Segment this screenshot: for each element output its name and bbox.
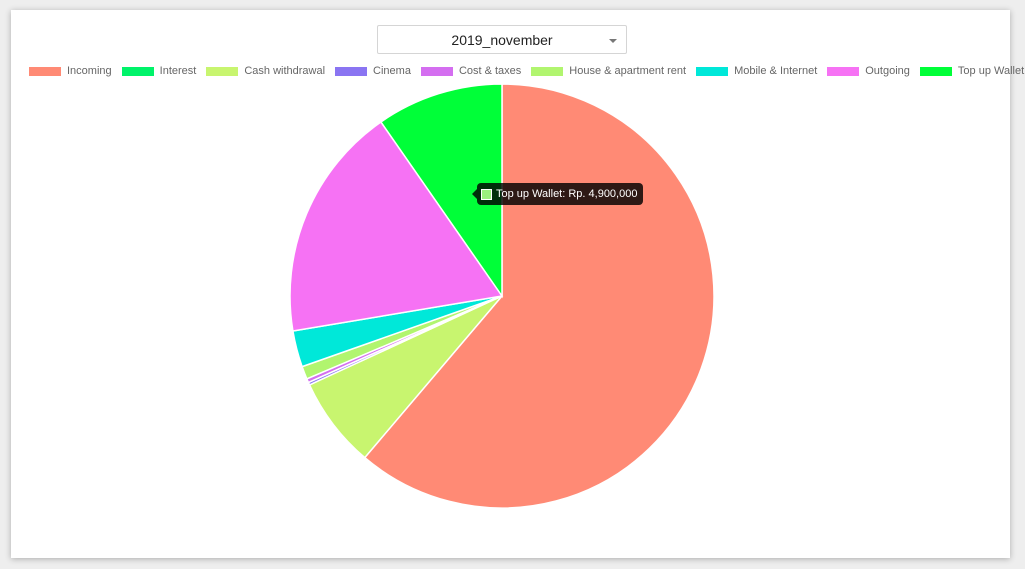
legend-item[interactable]: Cinema bbox=[335, 65, 411, 77]
legend-swatch bbox=[919, 66, 952, 76]
legend-item[interactable]: Top up Wallet bbox=[919, 65, 1025, 77]
tooltip-text: Top up Wallet: Rp. 4,900,000 bbox=[496, 188, 638, 200]
legend-item[interactable]: Cost & taxes bbox=[420, 65, 522, 77]
legend-label: Outgoing bbox=[865, 65, 910, 77]
legend-label: Cinema bbox=[373, 65, 411, 77]
legend-swatch bbox=[206, 66, 239, 76]
legend-label: Top up Wallet bbox=[957, 65, 1025, 77]
legend-item[interactable]: Outgoing bbox=[827, 65, 910, 77]
pie-slice-outgoing[interactable] bbox=[289, 120, 504, 332]
legend-item[interactable]: Interest bbox=[121, 65, 197, 77]
legend-item[interactable]: Incoming bbox=[29, 65, 112, 77]
legend-swatch bbox=[121, 66, 154, 76]
legend-swatch bbox=[420, 66, 453, 76]
tooltip-swatch bbox=[481, 188, 492, 200]
legend-label: Incoming bbox=[67, 65, 112, 77]
legend-item[interactable]: House & apartment rent bbox=[531, 65, 686, 77]
legend-label: Cash withdrawal bbox=[244, 65, 326, 77]
legend-swatch bbox=[29, 66, 61, 76]
month-select-value: 2019_november bbox=[451, 32, 553, 48]
pie-slice-top-up-wallet[interactable] bbox=[379, 83, 503, 299]
chevron-down-icon bbox=[609, 39, 617, 43]
legend-label: Cost & taxes bbox=[458, 65, 522, 77]
legend-swatch bbox=[335, 66, 368, 76]
legend-label: Mobile & Internet bbox=[734, 65, 818, 77]
legend-label: Interest bbox=[159, 65, 197, 77]
month-select[interactable]: 2019_november bbox=[377, 25, 627, 54]
pie-chart[interactable] bbox=[11, 10, 1010, 558]
legend-swatch bbox=[827, 66, 860, 76]
legend-label: House & apartment rent bbox=[569, 65, 687, 77]
legend-item[interactable]: Cash withdrawal bbox=[206, 65, 325, 77]
legend-item[interactable]: Mobile & Internet bbox=[696, 65, 817, 77]
legend-swatch bbox=[696, 66, 729, 76]
chart-tooltip: Top up Wallet: Rp. 4,900,000 bbox=[471, 183, 644, 205]
chart-legend: Incoming Interest Cash withdrawal Cinema Cos… bbox=[29, 63, 1024, 79]
legend-swatch bbox=[531, 66, 564, 76]
chart-card: 2019_november Incoming Interest Cash withd… bbox=[11, 10, 1024, 558]
